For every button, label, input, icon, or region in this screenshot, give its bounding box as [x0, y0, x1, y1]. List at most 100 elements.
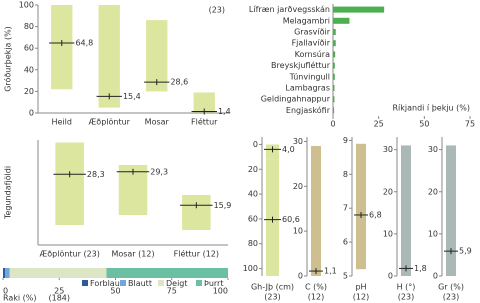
x-tick-label: 25	[374, 120, 384, 129]
y-tick-label: 20	[428, 187, 438, 196]
x-axis-title: Raki (%)	[3, 294, 37, 303]
x-axis-title: C (%)	[305, 283, 327, 292]
bar	[333, 107, 335, 114]
value-label: 28,6	[170, 78, 188, 87]
bar-segment	[3, 268, 6, 278]
x-tick-label: 100	[213, 287, 228, 296]
x-tick-label: Mosar	[145, 118, 170, 127]
y-tick-label: Fjallavíðir	[292, 39, 331, 48]
x-tick-label: 0	[3, 287, 8, 296]
y-tick-label: Breyskjufléttur	[271, 60, 331, 70]
y-tick-label: 80	[248, 239, 258, 248]
annotation: (23)	[209, 6, 225, 15]
y-tick-label: Kornsúra	[295, 50, 330, 59]
annotation: (184)	[48, 294, 70, 303]
legend-swatch	[120, 280, 126, 286]
y-tick-label: Lífræn jarðvegsskán	[249, 5, 330, 14]
value-label: 4,0	[282, 145, 295, 154]
legend-swatch	[158, 280, 164, 286]
range-bar	[193, 92, 215, 113]
y-tick-label: 10	[383, 229, 393, 238]
value-label: 15,9	[214, 201, 232, 210]
legend-swatch	[82, 280, 88, 286]
annotation: (12)	[353, 293, 369, 302]
value-label: 1,1	[324, 267, 337, 276]
legend-swatch	[196, 280, 202, 286]
bar	[333, 17, 350, 24]
y-tick-label: 0	[388, 272, 393, 281]
value-label: 15,4	[123, 92, 141, 101]
x-axis-title: Gr (%)	[438, 283, 464, 292]
y-tick-label: Geldingahnappur	[261, 95, 331, 104]
value-label: 29,3	[150, 167, 168, 176]
y-tick-label: 100	[243, 264, 258, 273]
bar	[333, 40, 336, 47]
bar-segment	[9, 268, 107, 278]
range-bar	[356, 143, 366, 270]
x-tick-label: 50	[110, 287, 120, 296]
range-bar	[98, 5, 120, 108]
y-tick-label: 60	[248, 214, 258, 223]
x-tick-label: 75	[167, 287, 177, 296]
y-tick-label: 5	[343, 272, 348, 281]
y-tick-label: 0	[253, 140, 258, 149]
y-tick-label: 20	[24, 87, 34, 96]
annotation: (23)	[443, 293, 459, 302]
y-tick-label: 0	[298, 272, 303, 281]
value-label: 60,6	[282, 215, 300, 224]
value-label: 28,3	[87, 170, 105, 179]
bar	[333, 73, 335, 80]
y-tick-label: 8	[343, 170, 348, 179]
y-tick-label: 20	[248, 165, 258, 174]
value-label: 1,4	[218, 107, 231, 116]
bar	[333, 51, 336, 58]
value-label: 5,9	[459, 247, 472, 256]
value-label: 6,8	[369, 210, 382, 219]
x-tick-label: 0	[330, 120, 335, 129]
y-tick-label: 40	[24, 65, 34, 74]
bar-segment	[106, 268, 228, 278]
x-tick-label: Mosar (12)	[111, 250, 154, 259]
y-tick-label: 30	[428, 145, 438, 154]
bar	[333, 6, 385, 13]
y-tick-label: 6	[343, 238, 348, 247]
y-tick-label: 9	[343, 136, 348, 145]
bar-segment	[5, 268, 10, 278]
bar	[333, 85, 335, 91]
y-tick-label: 80	[24, 22, 34, 31]
y-tick-label: 10	[428, 229, 438, 238]
x-tick-label: Fléttur	[191, 117, 218, 127]
bar	[333, 62, 335, 69]
y-tick-label: 7	[343, 204, 348, 213]
range-bar	[311, 145, 321, 276]
x-tick-label: 50	[419, 120, 429, 129]
y-axis-title: Gróðurþekja (%)	[3, 26, 13, 92]
range-bar	[446, 145, 456, 276]
annotation: (23)	[264, 293, 280, 302]
x-axis-title: Gh-Jþ (cm)	[251, 283, 294, 292]
x-axis-title: H (°)	[397, 283, 416, 292]
x-tick-label: Æðplöntur (23)	[39, 250, 99, 259]
legend-label: Þurrt	[204, 279, 223, 288]
x-tick-label: Æðplöntur	[89, 118, 131, 127]
x-tick-label: Heild	[52, 118, 72, 127]
y-tick-label: Engjaskófir	[286, 105, 331, 115]
annotation: (12)	[308, 293, 324, 302]
value-label: 1,8	[414, 264, 427, 273]
legend-label: Forblautt	[90, 279, 126, 288]
y-tick-label: 60	[24, 44, 34, 53]
x-tick-label: 25	[54, 287, 64, 296]
legend-label: Blautt	[128, 279, 152, 288]
y-tick-label: Grasvíðir	[294, 28, 331, 37]
range-bar	[146, 20, 168, 92]
y-tick-label: 10	[293, 227, 303, 236]
legend-label: Deigt	[166, 279, 188, 288]
bar	[333, 29, 336, 35]
bar	[333, 96, 335, 103]
y-tick-label: 40	[248, 190, 258, 199]
annotation: (23)	[398, 293, 414, 302]
y-tick-label: 30	[383, 145, 393, 154]
y-tick-label: Lambagras	[285, 84, 330, 93]
x-axis-title: Ríkjandi í þekju (%)	[392, 104, 470, 113]
